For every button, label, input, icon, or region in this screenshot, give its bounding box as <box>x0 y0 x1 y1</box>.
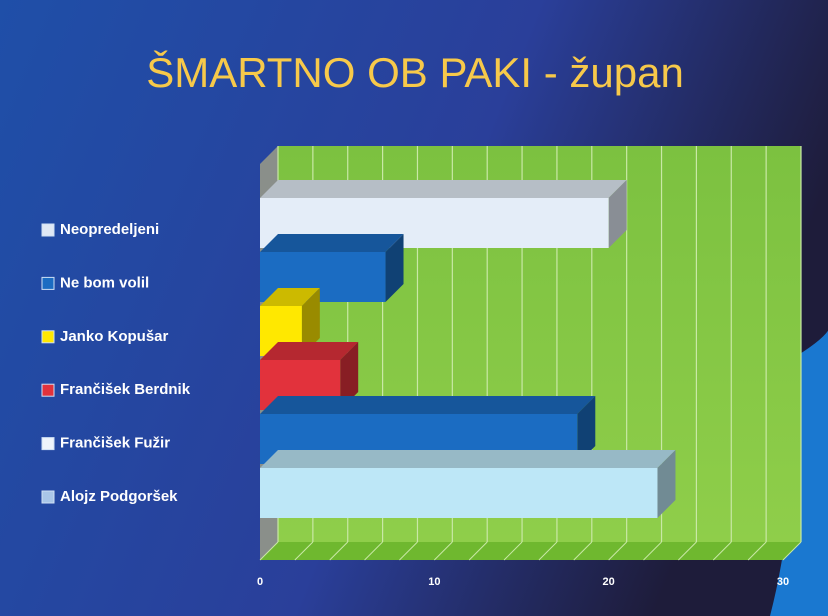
minor-grid-line-floor <box>399 541 418 561</box>
floor <box>260 542 801 560</box>
bar-top <box>260 396 596 414</box>
legend-label: Ne bom volil <box>60 274 149 291</box>
minor-grid-line-floor <box>329 541 349 561</box>
grid-line-floor <box>259 541 279 561</box>
minor-grid-line-floor <box>712 541 732 561</box>
minor-grid-line-floor <box>643 541 662 561</box>
minor-grid-line-floor <box>468 541 488 561</box>
minor-grid-line-floor <box>747 541 767 561</box>
x-tick-label: 0 <box>257 576 263 588</box>
legend-swatch <box>41 383 55 397</box>
legend-label: Janko Kopušar <box>60 328 169 345</box>
legend-label: Neopredeljeni <box>60 221 159 238</box>
legend-swatch <box>41 490 55 504</box>
bar-side <box>385 234 404 302</box>
bar-side <box>301 288 320 356</box>
bar-side <box>657 450 676 518</box>
bar-top <box>260 180 627 198</box>
x-tick-label: 30 <box>777 576 789 588</box>
grid-line-floor <box>608 541 628 561</box>
bar-top <box>260 342 359 360</box>
bar-top <box>260 450 676 468</box>
legend-swatch <box>41 223 55 237</box>
minor-grid-line-floor <box>364 541 383 561</box>
minor-grid-line-floor <box>294 541 314 561</box>
legend-swatch <box>41 330 55 344</box>
legend-swatch <box>41 437 55 451</box>
legend-label: Frančišek Fužir <box>60 435 170 452</box>
bar <box>260 468 658 518</box>
minor-grid-line-floor <box>573 541 593 561</box>
bar-side <box>340 342 359 410</box>
bar-side <box>608 180 627 248</box>
minor-grid-line-floor <box>678 541 697 561</box>
legend-label: Alojz Podgoršek <box>60 488 178 505</box>
x-tick-label: 10 <box>428 576 440 588</box>
grid-line-floor <box>433 541 453 561</box>
grid-line-floor <box>782 541 802 561</box>
minor-grid-line-floor <box>503 541 523 561</box>
minor-grid-line-floor <box>538 541 558 561</box>
legend-label: Frančišek Berdnik <box>60 381 191 398</box>
chart-title: ŠMARTNO OB PAKI - župan <box>146 49 684 96</box>
bar-top <box>260 288 320 306</box>
bar-side <box>577 396 596 464</box>
x-tick-label: 20 <box>603 576 615 588</box>
legend-swatch <box>41 276 55 290</box>
bar-top <box>260 234 404 252</box>
